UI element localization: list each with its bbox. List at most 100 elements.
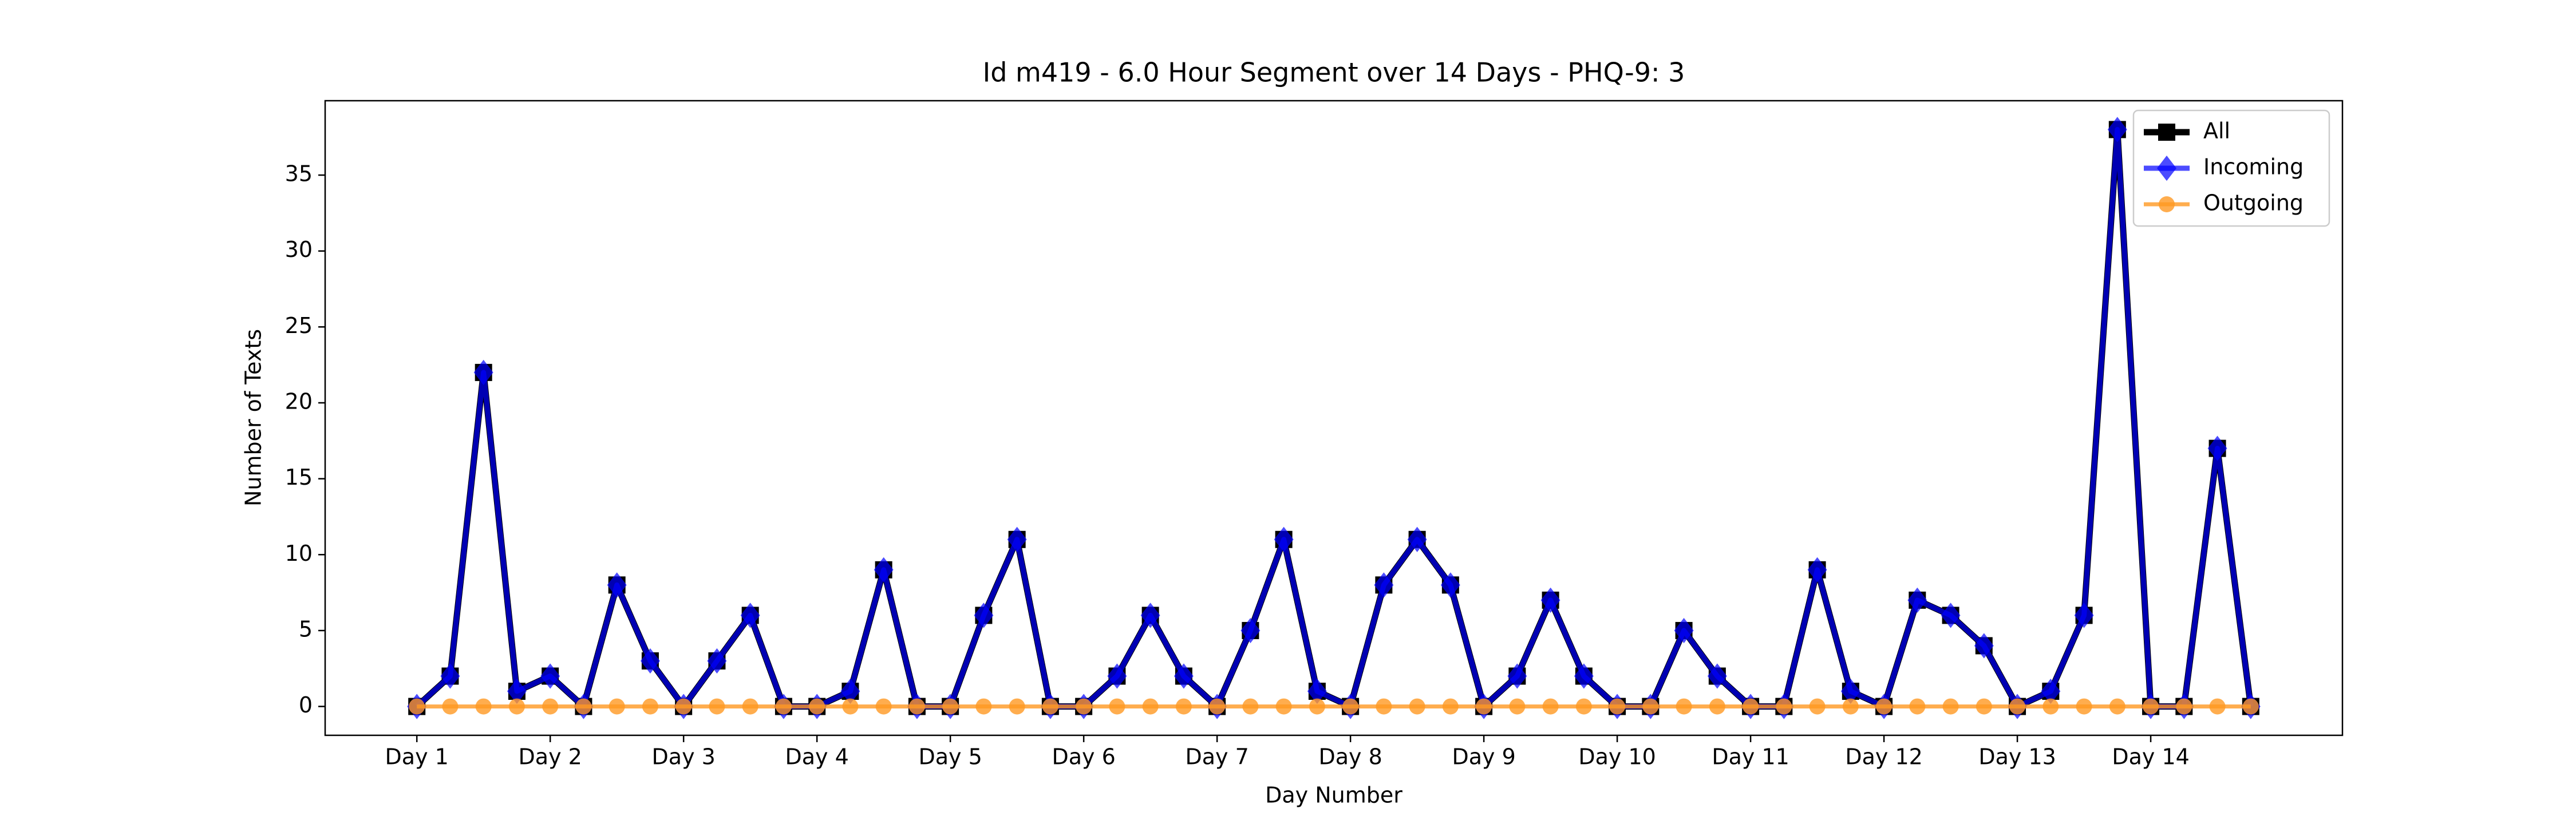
- x-tick-label: Day 4: [785, 744, 849, 770]
- point: [1676, 698, 1692, 715]
- point: [1476, 698, 1492, 715]
- y-tick-label: 20: [285, 389, 313, 414]
- y-tick-label: 5: [299, 616, 313, 641]
- point: [1174, 663, 1194, 689]
- point: [540, 663, 560, 689]
- x-tick-label: Day 2: [519, 744, 582, 770]
- point: [1242, 698, 1259, 715]
- point: [2107, 117, 2127, 142]
- point: [1876, 698, 1893, 715]
- point: [1009, 698, 1025, 715]
- point: [1307, 678, 1327, 704]
- point: [1209, 698, 1226, 715]
- point: [1007, 526, 1027, 552]
- x-tick-label: Day 3: [652, 744, 716, 770]
- point: [640, 648, 660, 674]
- point: [1709, 698, 1725, 715]
- point: [409, 698, 425, 715]
- point: [1776, 698, 1792, 715]
- point: [475, 698, 492, 715]
- point: [1907, 587, 1927, 613]
- point: [1442, 698, 1459, 715]
- y-axis-label: Number of Texts: [241, 329, 266, 506]
- point: [1240, 617, 1261, 644]
- legend-marker: [2158, 124, 2175, 141]
- point: [1275, 698, 1292, 715]
- point: [775, 698, 792, 715]
- x-tick-label: Day 12: [1845, 744, 1922, 770]
- point: [709, 698, 725, 715]
- point: [2242, 698, 2259, 715]
- point: [1941, 603, 1961, 628]
- point: [1674, 617, 1694, 644]
- legend-marker: [2159, 196, 2175, 212]
- x-tick-label: Day 11: [1712, 744, 1789, 770]
- point: [2076, 698, 2092, 715]
- point: [874, 557, 894, 583]
- point: [675, 698, 692, 715]
- point: [1807, 557, 1827, 583]
- point: [1540, 587, 1560, 613]
- point: [2143, 698, 2159, 715]
- point: [1976, 698, 1992, 715]
- point: [1509, 698, 1526, 715]
- x-tick-label: Day 10: [1578, 744, 1656, 770]
- y-tick-label: 30: [285, 237, 313, 262]
- point: [575, 698, 592, 715]
- y-tick-label: 25: [285, 313, 313, 338]
- point: [1809, 698, 1826, 715]
- point: [1574, 663, 1594, 689]
- legend-label: Outgoing: [2203, 191, 2304, 216]
- point: [1407, 526, 1427, 552]
- point: [1542, 698, 1559, 715]
- point: [2207, 435, 2227, 461]
- y-tick-label: 35: [285, 161, 313, 187]
- point: [740, 603, 760, 628]
- point: [1840, 678, 1860, 704]
- point: [1707, 663, 1727, 689]
- point: [2042, 698, 2059, 715]
- point: [1175, 698, 1192, 715]
- point: [1374, 572, 1394, 598]
- x-tick-label: Day 7: [1185, 744, 1249, 770]
- point: [1042, 698, 1058, 715]
- plot-frame: [324, 100, 2344, 736]
- x-tick-label: Day 8: [1318, 744, 1382, 770]
- point: [2209, 698, 2226, 715]
- x-tick-label: Day 14: [2112, 744, 2189, 770]
- point: [1409, 698, 1425, 715]
- x-tick-label: Day 9: [1452, 744, 1515, 770]
- point: [1076, 698, 1092, 715]
- point: [609, 698, 625, 715]
- point: [707, 648, 727, 674]
- legend-marker: [2157, 155, 2176, 181]
- point: [1142, 698, 1159, 715]
- point: [1376, 698, 1392, 715]
- point: [2176, 698, 2192, 715]
- point: [908, 698, 925, 715]
- x-axis-label: Day Number: [1265, 783, 1402, 808]
- point: [1942, 698, 1959, 715]
- point: [840, 678, 860, 704]
- legend-box: [2132, 109, 2330, 227]
- point: [607, 572, 627, 598]
- point: [507, 678, 527, 704]
- point: [2041, 678, 2061, 704]
- point: [1507, 663, 1527, 689]
- point: [2109, 698, 2125, 715]
- point: [1274, 526, 1294, 552]
- point: [1743, 698, 1759, 715]
- point: [809, 698, 825, 715]
- point: [642, 698, 658, 715]
- x-tick-label: Day 13: [1978, 744, 2056, 770]
- point: [1107, 663, 1127, 689]
- point: [1909, 698, 1926, 715]
- point: [542, 698, 559, 715]
- point: [974, 603, 994, 628]
- point: [508, 698, 525, 715]
- legend-label: All: [2203, 118, 2230, 144]
- y-tick-label: 0: [299, 692, 313, 718]
- point: [1309, 698, 1325, 715]
- y-tick-label: 10: [285, 541, 313, 566]
- point: [942, 698, 959, 715]
